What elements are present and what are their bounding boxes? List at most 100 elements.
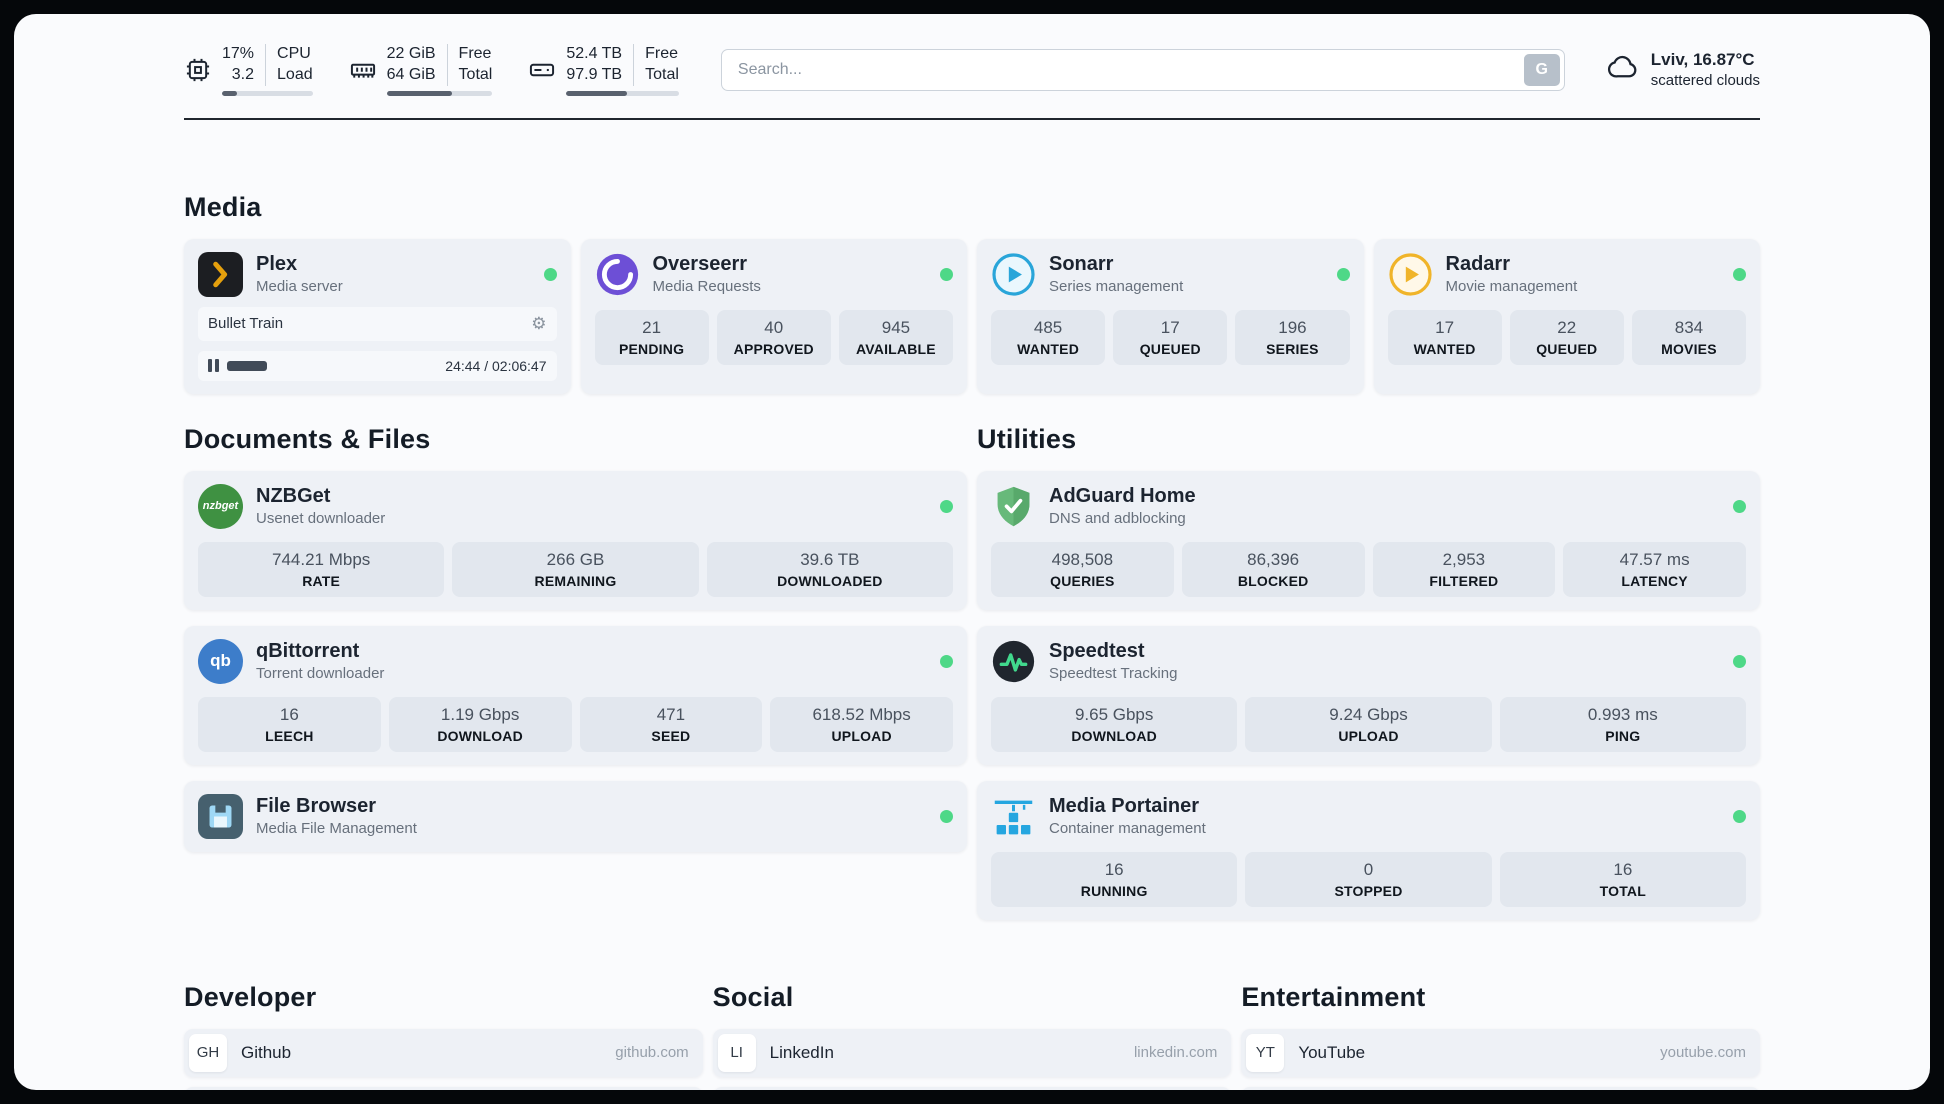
bookmark-youtube[interactable]: YT YouTube youtube.com [1241,1028,1760,1077]
stat-block: 0.993 ms PING [1499,696,1746,752]
stat-block: 9.65 Gbps DOWNLOAD [991,696,1238,752]
stat-value: 39.6 TB [800,549,860,569]
bookmark-name: LinkedIn [769,1042,834,1062]
service-card-adguard[interactable]: AdGuard Home DNS and adblocking 498,508 … [977,470,1760,610]
stat-value: 0 [1363,859,1374,879]
stat-value: 945 [881,317,911,337]
service-card-radarr[interactable]: Radarr Movie management 17 WANTED 22 QUE… [1373,238,1760,394]
disk-widget: 52.4 TB Free 97.9 TB Total [528,44,679,96]
stat-value: 40 [764,317,784,337]
stat-label: WANTED [1413,340,1476,357]
service-card-filebrowser[interactable]: File Browser Media File Management [184,780,967,852]
service-subtitle: Media Requests [652,278,761,296]
bookmark-name: Github [241,1042,292,1062]
section-bookmarks: Developer GH Github github.com SO StackO… [184,982,1760,1090]
bookmark-url: github.com [615,1044,689,1062]
ram-free-label: Free [446,44,493,65]
stat-block: 16 LEECH [198,696,381,752]
stat-block: 471 SEED [579,696,763,752]
bookmark-url: linkedin.com [1133,1044,1218,1062]
stat-label: RUNNING [1080,882,1148,899]
service-subtitle: Container management [1049,820,1206,838]
section-title-entertainment: Entertainment [1241,981,1426,1012]
now-playing-row: Bullet Train ⚙ [198,306,557,341]
stat-block: 485 WANTED [991,309,1106,365]
cpu-icon [184,56,212,84]
bookmark-name: YouTube [1298,1042,1366,1062]
playback-time: 24:44 / 02:06:47 [445,357,547,374]
cpu-widget: 17% CPU 3.2 Load [184,44,313,96]
topbar: 17% CPU 3.2 Load 22 GiB Free 64 Gi [14,14,1930,96]
stat-label: WANTED [1017,340,1080,357]
stat-label: LATENCY [1621,572,1688,589]
section-title-utilities: Utilities [977,423,1077,454]
stat-label: REMAINING [534,572,617,589]
status-indicator [940,654,953,668]
pause-icon[interactable] [208,359,219,373]
status-indicator [940,499,953,513]
service-subtitle: Movie management [1445,278,1578,296]
bookmark-twitter[interactable]: TW Twitter twitter.com [712,1086,1232,1090]
bookmark-stackoverflow[interactable]: SO StackOverflow stackoverflow.com [184,1086,703,1090]
playback-progressbar[interactable] [227,360,437,372]
service-card-speedtest[interactable]: Speedtest Speedtest Tracking 9.65 Gbps D… [977,625,1760,765]
stat-value: 485 [1033,317,1063,337]
service-name: Radarr [1445,253,1510,276]
dashboard-page: 17% CPU 3.2 Load 22 GiB Free 64 Gi [14,14,1930,1090]
disk-icon [528,56,556,84]
service-subtitle: Media File Management [256,820,417,838]
stat-block: 16 TOTAL [1499,851,1746,907]
stat-value: 196 [1278,317,1307,337]
service-name: qBittorrent [256,640,360,663]
adguard-icon [991,484,1036,529]
bookmark-group-social: Social LI LinkedIn linkedin.com TW Twitt… [712,982,1232,1090]
stat-value: 17 [1160,317,1180,337]
cpu-usage-percent: 17% [222,45,255,62]
ram-free-value: 22 GiB [386,45,436,62]
service-card-nzbget[interactable]: nzbget NZBGet Usenet downloader 744.21 M… [184,470,967,610]
stat-value: 16 [1104,859,1124,879]
stat-value: 834 [1674,317,1704,337]
stat-label: UPLOAD [1338,727,1399,744]
cpu-load-label: Load [265,64,313,86]
stat-block: 16 RUNNING [991,851,1238,907]
bookmark-netflix[interactable]: NF Netflix netflix.com [1241,1086,1760,1090]
player-controls-row: 24:44 / 02:06:47 [198,350,557,381]
gear-icon[interactable]: ⚙ [531,313,547,333]
bookmark-group-developer: Developer GH Github github.com SO StackO… [184,982,703,1090]
stat-block: 21 PENDING [594,309,709,365]
status-indicator [1733,499,1746,513]
bookmark-github[interactable]: GH Github github.com [184,1028,703,1077]
service-name: AdGuard Home [1049,485,1196,508]
service-card-plex[interactable]: Plex Media server Bullet Train ⚙ 24:44 /… [184,238,571,394]
stat-value: 21 [642,317,662,337]
stat-value: 618.52 Mbps [812,704,911,724]
search-engine-button[interactable]: G [1523,53,1560,86]
stat-label: APPROVED [733,340,814,357]
weather-condition: scattered clouds [1650,72,1760,90]
section-utilities: Utilities AdGuard Home DNS and adblockin… [977,424,1760,920]
search-input[interactable] [720,48,1565,91]
status-indicator [1733,809,1746,823]
stat-block: 2,953 FILTERED [1372,541,1556,597]
stat-label: QUEUED [1536,340,1598,357]
service-name: Speedtest [1049,640,1145,663]
stat-label: SERIES [1266,340,1319,357]
filebrowser-icon [198,793,243,839]
stat-block: 9.24 Gbps UPLOAD [1245,696,1492,752]
bookmark-linkedin[interactable]: LI LinkedIn linkedin.com [712,1028,1232,1077]
stat-label: STOPPED [1334,882,1403,899]
weather-location: Lviv, 16.87°C [1650,50,1755,70]
service-card-qbittorrent[interactable]: qb qBittorrent Torrent downloader 16 LEE… [184,625,967,765]
stat-label: BLOCKED [1237,572,1309,589]
service-card-portainer[interactable]: Media Portainer Container management 16 … [977,780,1760,920]
service-card-overseerr[interactable]: Overseerr Media Requests 21 PENDING 40 A… [580,238,967,394]
service-card-sonarr[interactable]: Sonarr Series management 485 WANTED 17 Q… [977,238,1364,394]
status-indicator [543,267,557,281]
bookmark-abbr: YT [1246,1033,1285,1072]
stat-block: 498,508 QUERIES [991,541,1174,597]
stat-value: 2,953 [1442,549,1486,569]
disk-progressbar [566,90,679,96]
header-divider [184,117,1760,120]
bookmark-abbr: GH [189,1033,227,1072]
